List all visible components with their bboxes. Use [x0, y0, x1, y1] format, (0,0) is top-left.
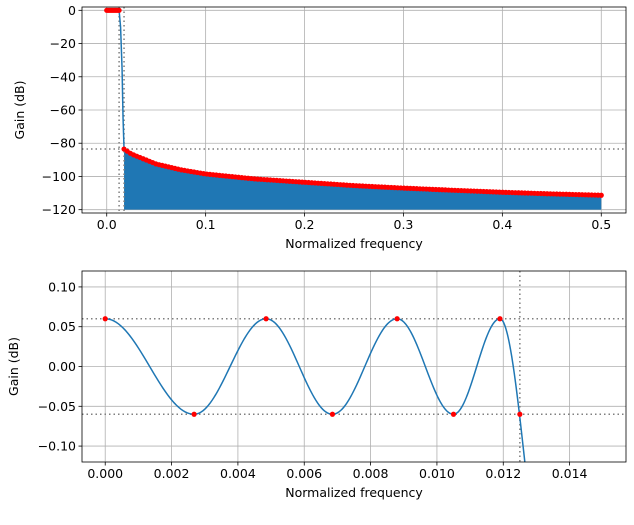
extremum-marker: [450, 411, 457, 417]
extremum-marker: [598, 192, 604, 198]
bottom-x-ticks: 0.000 0.002 0.004 0.006 0.008 0.010 0.012 0.014: [87, 462, 588, 481]
extremum-marker: [329, 411, 336, 417]
x-tick-label: 0.1: [196, 217, 216, 232]
y-tick-label: 0.05: [48, 319, 76, 334]
x-tick-label: 0.008: [353, 466, 389, 481]
y-tick-label: −40: [50, 69, 76, 84]
top-y-ticks: 0 −20 −40 −60 −80 −100 −120: [42, 3, 82, 217]
bottom-y-ticks: 0.10 0.05 0.00 −0.05 −0.10: [38, 279, 82, 454]
top-markers: [104, 7, 604, 198]
bottom-ripple-line: [105, 317, 526, 463]
extremum-marker: [517, 411, 523, 417]
y-tick-label: −0.05: [38, 399, 76, 414]
x-tick-label: 0.5: [591, 217, 611, 232]
y-tick-label: 0: [68, 3, 76, 18]
bottom-reference-lines: [82, 271, 626, 462]
top-chart: 0.0 0.1 0.2 0.3 0.4 0.5 0 −20 −40 −60 −80 −100 −120…: [12, 3, 627, 251]
top-y-axis-label: Gain (dB): [12, 81, 27, 140]
x-tick-label: 0.014: [552, 466, 588, 481]
x-tick-label: 0.3: [394, 217, 414, 232]
y-tick-label: −0.10: [38, 439, 76, 454]
bottom-y-axis-label: Gain (dB): [6, 337, 21, 396]
x-tick-label: 0.2: [295, 217, 315, 232]
x-tick-label: 0.010: [419, 466, 455, 481]
x-tick-label: 0.012: [485, 466, 521, 481]
y-tick-label: 0.00: [48, 359, 76, 374]
x-tick-label: 0.004: [220, 466, 256, 481]
top-reference-lines: [82, 7, 626, 213]
x-tick-label: 0.0: [97, 217, 117, 232]
extremum-marker: [116, 7, 122, 13]
y-tick-label: −80: [50, 136, 76, 151]
bottom-x-axis-label: Normalized frequency: [285, 485, 423, 500]
extremum-marker: [497, 316, 503, 322]
y-tick-label: −20: [50, 36, 76, 51]
x-tick-label: 0.002: [154, 466, 190, 481]
x-tick-label: 0.000: [87, 466, 123, 481]
bottom-chart: 0.000 0.002 0.004 0.006 0.008 0.010 0.012 0.014…: [6, 270, 627, 500]
y-tick-label: 0.10: [48, 279, 76, 294]
extremum-marker: [102, 316, 108, 322]
x-tick-label: 0.006: [286, 466, 322, 481]
bottom-markers: [102, 316, 523, 417]
top-x-ticks: 0.0 0.1 0.2 0.3 0.4 0.5: [97, 213, 611, 232]
extremum-marker: [191, 411, 197, 417]
top-x-axis-label: Normalized frequency: [285, 236, 423, 251]
y-tick-label: −100: [42, 169, 76, 184]
y-tick-label: −120: [42, 202, 76, 217]
extremum-marker: [394, 316, 400, 322]
top-stopband-fill: [124, 149, 602, 210]
bottom-grid: [82, 271, 626, 462]
extremum-marker: [263, 316, 269, 322]
y-tick-label: −60: [50, 103, 76, 118]
x-tick-label: 0.4: [492, 217, 512, 232]
